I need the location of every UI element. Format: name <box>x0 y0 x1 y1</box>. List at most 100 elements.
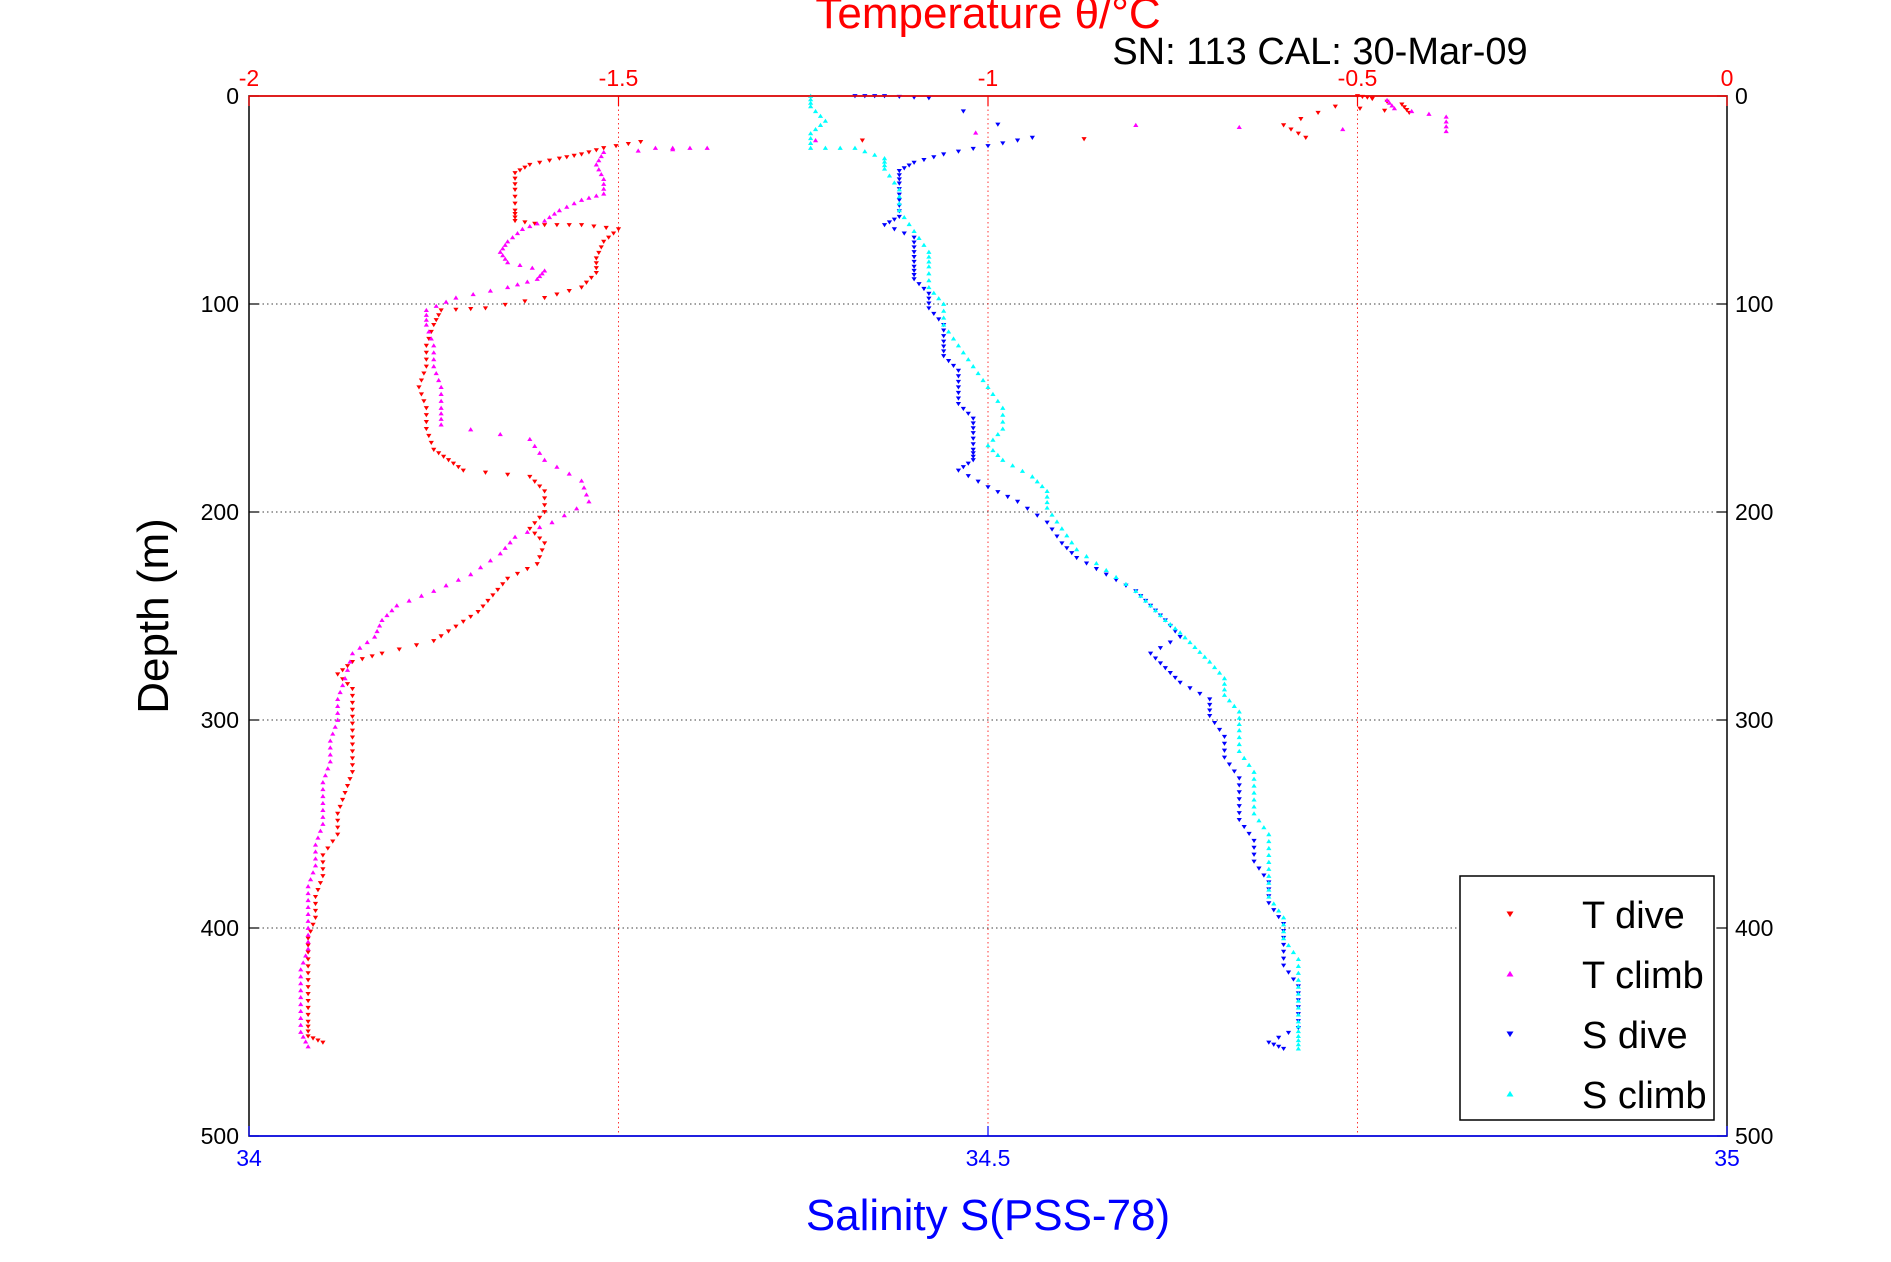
data-point <box>1039 484 1045 489</box>
data-point <box>1103 567 1109 573</box>
data-point <box>911 264 917 269</box>
data-point <box>687 145 693 150</box>
data-point <box>896 173 902 178</box>
data-point <box>423 343 429 348</box>
data-point <box>438 405 444 410</box>
data-point <box>347 659 353 664</box>
data-point <box>1236 715 1242 720</box>
data-point <box>468 307 474 312</box>
data-point <box>527 436 533 442</box>
data-point <box>931 290 937 295</box>
data-point <box>554 464 560 469</box>
data-point <box>1024 506 1031 511</box>
data-point <box>1261 825 1267 830</box>
data-point <box>596 158 602 163</box>
data-point <box>1251 776 1257 781</box>
data-point <box>1029 135 1035 140</box>
data-point <box>537 273 543 279</box>
data-point <box>1093 567 1099 572</box>
data-point <box>615 227 622 232</box>
data-point <box>349 763 356 768</box>
data-point <box>638 139 644 145</box>
data-point <box>911 255 917 260</box>
data-point <box>896 181 902 186</box>
data-point <box>477 565 484 570</box>
data-point <box>320 874 326 879</box>
data-point <box>546 158 553 163</box>
bottom-tick-label: 34.5 <box>966 1145 1011 1171</box>
data-point <box>1147 651 1154 656</box>
data-point <box>965 461 971 466</box>
data-point <box>926 96 932 101</box>
data-point <box>320 853 326 858</box>
data-point <box>1236 790 1242 795</box>
data-point <box>995 122 1001 127</box>
data-point <box>433 318 439 323</box>
data-point <box>502 242 508 247</box>
bottom-tick-label: 35 <box>1714 1145 1740 1171</box>
data-point <box>349 693 356 699</box>
data-point <box>817 113 824 118</box>
data-point <box>542 295 548 301</box>
data-point <box>332 724 338 729</box>
data-point <box>1212 664 1218 670</box>
data-point <box>487 558 494 563</box>
data-point <box>1019 468 1026 473</box>
data-point <box>1157 661 1164 666</box>
data-point <box>344 667 351 672</box>
data-point <box>1251 769 1257 774</box>
data-point <box>985 384 991 390</box>
data-point <box>1000 405 1006 410</box>
data-point <box>1271 901 1277 906</box>
data-point <box>886 220 893 225</box>
data-point <box>1404 108 1410 113</box>
data-point <box>941 315 947 320</box>
data-point <box>945 359 952 364</box>
data-point <box>482 470 489 475</box>
data-point <box>911 250 917 255</box>
data-point <box>891 217 897 222</box>
data-point <box>808 104 814 109</box>
data-point <box>305 897 311 903</box>
data-point <box>502 302 508 308</box>
data-point <box>1014 138 1021 143</box>
data-point <box>335 703 341 708</box>
data-point <box>1266 852 1272 858</box>
data-point <box>1295 1005 1301 1010</box>
data-point <box>305 946 311 951</box>
data-point <box>1271 908 1277 913</box>
data-point <box>896 187 902 192</box>
data-point <box>1221 692 1228 697</box>
data-point <box>349 735 356 740</box>
bottom-tick-label: 34 <box>236 1145 262 1171</box>
data-point <box>1251 838 1257 843</box>
data-point <box>1236 721 1242 726</box>
data-point <box>1357 106 1363 111</box>
data-point <box>1332 104 1338 109</box>
data-point <box>320 860 326 865</box>
data-point <box>325 846 331 851</box>
data-point <box>349 756 356 761</box>
data-point <box>320 867 326 872</box>
legend-marker <box>1506 911 1514 918</box>
data-point <box>965 357 971 362</box>
data-point <box>305 911 311 916</box>
data-point <box>1133 588 1139 593</box>
data-point <box>606 235 612 240</box>
data-point <box>303 1039 309 1044</box>
data-point <box>1281 1046 1287 1051</box>
data-point <box>298 1015 304 1020</box>
data-point <box>428 329 434 335</box>
data-point <box>551 211 558 216</box>
data-point <box>896 169 902 174</box>
data-point <box>591 224 597 229</box>
data-point <box>970 146 976 152</box>
data-point <box>975 479 981 484</box>
data-point <box>315 835 321 840</box>
data-point <box>1226 762 1233 767</box>
data-point <box>505 285 511 290</box>
data-point <box>926 291 932 296</box>
data-point <box>941 344 947 349</box>
y-tick-label-right: 500 <box>1735 1123 1773 1149</box>
data-point <box>438 422 444 427</box>
